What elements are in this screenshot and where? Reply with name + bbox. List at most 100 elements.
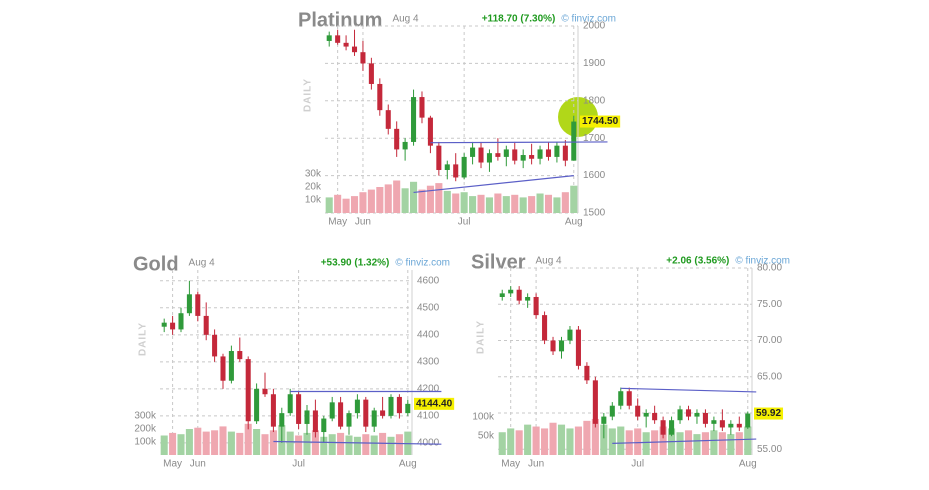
- trendline: [413, 175, 574, 194]
- volume-bar: [410, 181, 418, 213]
- candle-body: [719, 420, 725, 428]
- candle-body: [220, 356, 226, 381]
- volume-bar: [735, 432, 743, 455]
- candle-body: [411, 97, 417, 142]
- candle-body: [567, 329, 573, 341]
- volume-bar: [435, 183, 443, 213]
- candle-body: [304, 410, 310, 424]
- volume-bar: [295, 435, 303, 455]
- volume-bar: [541, 428, 549, 455]
- volume-bar: [376, 187, 384, 213]
- volume-bar: [359, 192, 367, 213]
- chart-date: Aug 4: [189, 258, 216, 269]
- candle-body: [436, 145, 442, 170]
- volume-bar: [693, 434, 701, 455]
- volume-bar: [583, 420, 591, 455]
- y-tick-label: 75.00: [757, 299, 782, 310]
- trendline: [620, 387, 757, 393]
- volume-bar: [219, 426, 227, 455]
- candle-body: [385, 110, 391, 129]
- volume-bar: [727, 434, 735, 455]
- candle-body: [529, 155, 535, 159]
- candle-body: [228, 351, 234, 381]
- volume-bar: [286, 431, 294, 455]
- candle-body: [346, 413, 352, 427]
- volume-bar: [194, 427, 202, 455]
- x-tick-label: May: [163, 459, 182, 470]
- volume-bar: [561, 192, 569, 213]
- volume-tick-label: 50k: [478, 431, 495, 442]
- candle-body: [542, 315, 548, 341]
- chart-date: Aug 4: [535, 256, 562, 267]
- candle-body: [643, 412, 649, 417]
- candle-body: [495, 153, 501, 157]
- candle-body: [312, 410, 318, 433]
- y-tick-label: 4400: [417, 329, 440, 340]
- candle-body: [525, 296, 531, 301]
- trendline: [273, 440, 442, 445]
- candle-body: [601, 416, 607, 424]
- candle-body: [338, 402, 344, 427]
- candle-body: [212, 334, 218, 357]
- volume-bar: [362, 434, 370, 455]
- candle-body: [533, 296, 539, 316]
- volume-bar: [303, 432, 311, 455]
- candle-body: [652, 412, 658, 421]
- volume-bar: [532, 426, 540, 455]
- candle-body: [388, 396, 394, 416]
- candle-body: [354, 399, 360, 414]
- candle-body: [592, 380, 598, 424]
- y-tick-label: 70.00: [757, 335, 782, 346]
- volume-bar: [557, 424, 566, 455]
- volume-bar: [477, 194, 485, 213]
- volume-bar: [325, 197, 333, 213]
- candle-body: [394, 128, 400, 150]
- price-change: +118.70 (7.30%): [482, 14, 556, 25]
- candle-body: [728, 423, 734, 428]
- volume-bar: [177, 434, 185, 455]
- candle-body: [470, 147, 476, 157]
- volume-bar: [642, 432, 650, 455]
- candle-body: [669, 420, 675, 435]
- volume-bar: [393, 180, 401, 213]
- y-tick-label: 65.00: [757, 371, 782, 382]
- volume-bar: [160, 435, 168, 455]
- volume-bar: [570, 185, 578, 213]
- candle-body: [351, 46, 358, 53]
- candle-body: [360, 52, 366, 64]
- chart-panel: Platinum Aug 4 © finviz.com +118.70 (7.30%)…: [298, 9, 621, 228]
- candle-body: [453, 164, 459, 178]
- volume-bar: [744, 426, 752, 455]
- x-tick-label: Jul: [458, 217, 471, 228]
- volume-bar: [353, 436, 361, 455]
- candle-body: [571, 121, 577, 161]
- candle-body: [554, 145, 560, 157]
- candle-body: [329, 402, 335, 419]
- x-tick-label: Aug: [565, 217, 583, 228]
- candle-body: [609, 405, 615, 417]
- candle-body: [545, 149, 552, 157]
- volume-tick-label: 100k: [472, 412, 495, 423]
- y-tick-label: 80.00: [757, 263, 782, 274]
- trendline: [612, 438, 757, 445]
- last-price-label: 1744.50: [582, 116, 619, 127]
- candle-body: [499, 293, 505, 297]
- volume-bar: [494, 193, 502, 213]
- volume-bar: [169, 432, 177, 455]
- volume-bar: [676, 432, 684, 455]
- volume-bar: [269, 430, 277, 455]
- volume-bar: [591, 418, 599, 455]
- volume-bar: [244, 423, 252, 455]
- chart-source: © finviz.com: [735, 256, 790, 267]
- chart-title: Gold: [133, 253, 179, 275]
- x-tick-label: May: [501, 459, 520, 470]
- y-tick-label: 1700: [583, 133, 606, 144]
- candle-body: [537, 149, 543, 159]
- volume-bar: [253, 429, 261, 455]
- timeframe-label: DAILY: [138, 322, 149, 356]
- volume-bar: [524, 424, 532, 455]
- candle-body: [711, 420, 717, 424]
- chart-source: © finviz.com: [395, 258, 450, 269]
- chart-source: © finviz.com: [561, 14, 616, 25]
- chart-date: Aug 4: [392, 14, 419, 25]
